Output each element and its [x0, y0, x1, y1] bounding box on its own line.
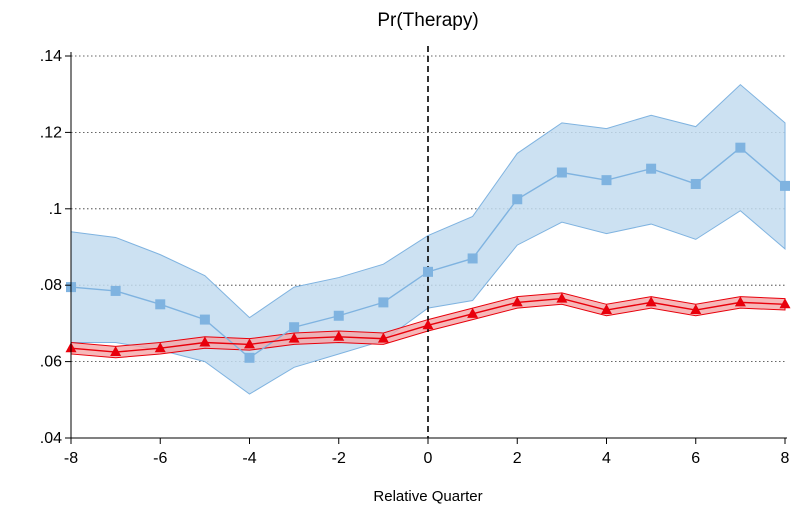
- triangle-marker: [333, 330, 345, 341]
- y-tick-label: .12: [40, 124, 62, 141]
- square-marker: [199, 314, 210, 325]
- square-marker: [735, 142, 746, 153]
- square-marker: [155, 299, 166, 310]
- axes: .04 .06 .08 .1 .12 .14 -8 -6 -4 -2 0 2 4 6 8: [40, 48, 790, 467]
- square-marker: [512, 194, 523, 205]
- y-tick-label: .1: [49, 201, 62, 218]
- x-tick-label: -6: [153, 450, 167, 467]
- x-tick-label: 0: [424, 450, 433, 467]
- square-marker: [244, 352, 255, 363]
- square-marker: [423, 266, 433, 277]
- triangle-marker: [779, 298, 791, 309]
- triangle-marker: [734, 296, 746, 307]
- square-marker: [556, 167, 567, 178]
- square-marker: [378, 297, 389, 308]
- triangle-marker: [110, 346, 122, 357]
- triangle-marker: [199, 336, 211, 347]
- triangle-marker: [556, 292, 568, 303]
- square-marker: [601, 175, 612, 186]
- square-marker: [646, 163, 657, 174]
- triangle-marker: [601, 304, 612, 315]
- square-marker: [289, 322, 300, 333]
- triangle-marker: [288, 332, 300, 343]
- x-tick-label: 4: [602, 450, 611, 467]
- x-tick-label: -4: [242, 450, 256, 467]
- x-tick-label: 8: [781, 450, 790, 467]
- chart-title: Pr(Therapy): [377, 10, 478, 31]
- triangle-marker: [690, 304, 702, 315]
- y-tick-label: .06: [40, 354, 62, 371]
- x-tick-label: -2: [332, 450, 346, 467]
- x-tick-label: 2: [513, 450, 522, 467]
- triangle-marker: [154, 342, 166, 353]
- triangle-marker: [377, 332, 389, 343]
- triangle-marker: [244, 338, 255, 349]
- y-tick-label: .04: [40, 430, 62, 447]
- triangle-marker: [422, 319, 434, 330]
- y-tick-label: .14: [40, 48, 62, 65]
- x-axis-title: Relative Quarter: [373, 488, 482, 505]
- square-marker: [780, 180, 790, 191]
- x-tick-label: 6: [691, 450, 700, 467]
- triangle-marker: [467, 307, 479, 318]
- triangle-marker: [645, 296, 657, 307]
- square-marker: [467, 253, 478, 264]
- series-markers: [65, 142, 791, 363]
- square-marker: [333, 310, 344, 321]
- triangle-marker: [511, 296, 523, 307]
- y-tick-label: .08: [40, 277, 62, 294]
- square-marker: [110, 285, 121, 296]
- x-tick-label: -8: [64, 450, 78, 467]
- square-marker: [690, 178, 701, 189]
